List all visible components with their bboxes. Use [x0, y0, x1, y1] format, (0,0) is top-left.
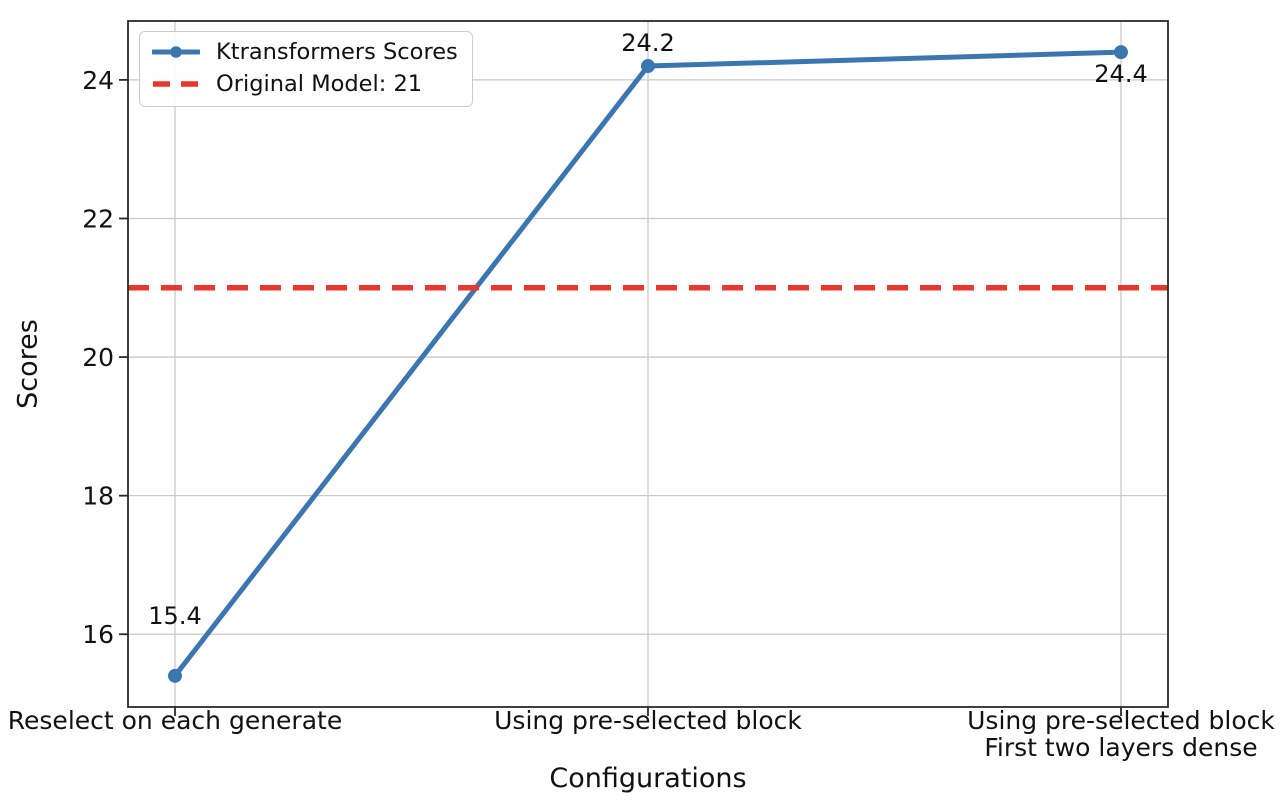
data-point-marker [168, 668, 182, 683]
point-label: 15.4 [148, 602, 201, 630]
data-point-marker [1114, 45, 1128, 60]
y-axis-title: Scores [12, 319, 44, 409]
x-tick-label: Using pre-selected block [494, 706, 802, 735]
y-tick-label: 24 [82, 66, 114, 95]
data-point-marker [641, 59, 655, 74]
y-tick-label: 22 [82, 204, 114, 233]
x-axis-title: Configurations [549, 763, 747, 794]
series-line-swatch-icon [152, 46, 200, 58]
point-label: 24.4 [1094, 60, 1147, 88]
y-tick-label: 18 [82, 482, 114, 511]
legend-label-series: Ktransformers Scores [216, 39, 458, 65]
point-label: 24.2 [621, 29, 674, 57]
y-tick-label: 16 [82, 620, 114, 649]
legend-label-reference: Original Model: 21 [216, 71, 423, 97]
legend-item-series: Ktransformers Scores [152, 36, 458, 68]
x-tick-label: Using pre-selected block First two layers… [967, 706, 1275, 762]
legend: Ktransformers Scores Original Model: 21 [139, 31, 473, 107]
reference-dashed-swatch-icon [153, 81, 199, 87]
legend-item-reference: Original Model: 21 [152, 68, 458, 100]
y-tick-label: 20 [82, 343, 114, 372]
x-tick-label: Reselect on each generate [8, 706, 342, 735]
